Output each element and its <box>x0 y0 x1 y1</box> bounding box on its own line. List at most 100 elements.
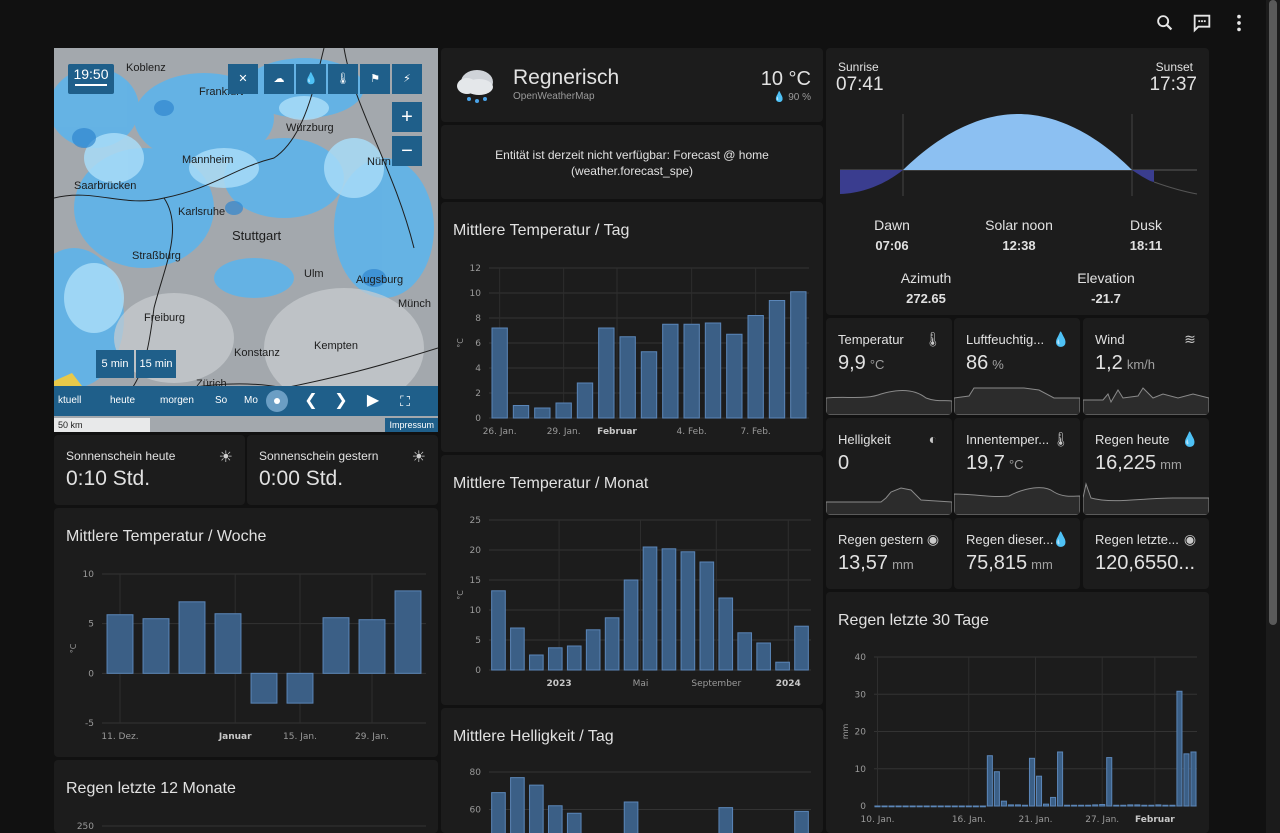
bar[interactable] <box>142 618 170 674</box>
bar[interactable] <box>972 805 979 808</box>
sensor-tile[interactable]: Helligkeit ◐ 0 <box>826 418 952 515</box>
bar[interactable] <box>1057 751 1064 807</box>
scrollbar[interactable] <box>1266 0 1280 833</box>
bar[interactable] <box>1106 757 1113 807</box>
bar[interactable] <box>1021 804 1028 807</box>
bar[interactable] <box>874 805 881 808</box>
bar[interactable] <box>888 805 895 808</box>
bar[interactable] <box>214 613 242 674</box>
bar[interactable] <box>1169 804 1176 807</box>
bar[interactable] <box>704 322 722 419</box>
bar[interactable] <box>566 812 582 833</box>
bar[interactable] <box>642 546 658 671</box>
bar[interactable] <box>1120 804 1127 807</box>
bar[interactable] <box>909 805 916 808</box>
sensor-tile[interactable]: Regen heute 💧 16,225 mm <box>1083 418 1209 515</box>
bar[interactable] <box>491 327 508 419</box>
bar[interactable] <box>576 382 594 419</box>
bar[interactable] <box>178 601 206 674</box>
bar[interactable] <box>106 614 134 674</box>
scrollbar-thumb[interactable] <box>1269 0 1277 625</box>
bar[interactable] <box>566 645 582 671</box>
bar[interactable] <box>775 661 790 671</box>
bar[interactable] <box>491 792 506 833</box>
weather-card[interactable]: Regnerisch OpenWeatherMap 10 °C 💧 90 % <box>441 48 823 122</box>
bar[interactable] <box>979 805 986 808</box>
interval-5min-button[interactable]: 5 min <box>96 350 134 378</box>
bar[interactable] <box>510 627 525 671</box>
bar[interactable] <box>1176 690 1183 807</box>
bar[interactable] <box>747 315 764 419</box>
bar[interactable] <box>916 805 923 808</box>
timeline-item[interactable]: So <box>215 395 228 406</box>
bar[interactable] <box>718 807 734 833</box>
bar[interactable] <box>1092 804 1099 807</box>
bar[interactable] <box>1064 804 1071 807</box>
bar[interactable] <box>1007 804 1014 807</box>
temperature-layer-icon[interactable]: 🌡 <box>328 64 358 94</box>
sensor-tile[interactable]: Temperatur 🌡 9,9 °C <box>826 318 952 415</box>
bar[interactable] <box>881 805 888 808</box>
bar[interactable] <box>1071 804 1078 807</box>
radar-map[interactable]: Koblenz Frankfurt Würzburg Mannheim Nürn Saar… <box>54 48 438 432</box>
bar[interactable] <box>1127 804 1134 807</box>
bar[interactable] <box>737 632 753 671</box>
bar[interactable] <box>555 402 572 419</box>
bar[interactable] <box>951 805 958 808</box>
sun-card[interactable]: Sunrise 07:41 Sunset 17:37 Dawn 07:06 So… <box>826 48 1209 315</box>
bar[interactable] <box>958 805 965 808</box>
bar[interactable] <box>944 805 951 808</box>
bar[interactable] <box>902 805 909 808</box>
fullscreen-icon[interactable]: ⛶ <box>400 393 410 409</box>
bar[interactable] <box>768 300 786 419</box>
bar[interactable] <box>661 548 677 671</box>
sensor-tile[interactable]: Regen dieser... 💧 75,815 mm <box>954 518 1080 589</box>
bar[interactable] <box>726 333 743 419</box>
bar[interactable] <box>794 810 809 833</box>
sunshine-today-card[interactable]: Sonnenschein heute ☀ 0:10 Std. <box>54 435 245 505</box>
bar[interactable] <box>585 629 601 671</box>
next-icon[interactable]: ❯ <box>334 392 348 409</box>
previous-icon[interactable]: ❮ <box>304 392 318 409</box>
timeline-item[interactable]: heute <box>110 395 136 406</box>
bar[interactable] <box>993 771 1000 807</box>
bar[interactable] <box>683 323 700 419</box>
sensor-tile[interactable]: Luftfeuchtig... 💧 86% <box>954 318 1080 415</box>
sensor-tile[interactable]: Regen letzte... ◉ 120,6550... <box>1083 518 1209 589</box>
bar[interactable] <box>1134 804 1141 807</box>
bar[interactable] <box>923 805 930 808</box>
lightning-layer-icon[interactable]: ⚡ <box>392 64 422 94</box>
more-vert-icon[interactable] <box>1228 12 1250 34</box>
timeline-item[interactable]: Mo <box>244 395 258 406</box>
bar[interactable] <box>1141 804 1148 807</box>
bar[interactable] <box>1155 804 1162 807</box>
bar[interactable] <box>895 805 902 808</box>
bar[interactable] <box>619 336 636 419</box>
sunshine-yesterday-card[interactable]: Sonnenschein gestern ☀ 0:00 Std. <box>247 435 438 505</box>
interval-15min-button[interactable]: 15 min <box>136 350 176 378</box>
bar[interactable] <box>512 405 530 419</box>
bar[interactable] <box>1043 803 1050 807</box>
bar[interactable] <box>930 805 937 808</box>
bar[interactable] <box>286 672 314 704</box>
bar[interactable] <box>986 755 993 807</box>
bar[interactable] <box>529 654 544 671</box>
bar[interactable] <box>1190 751 1197 807</box>
bar[interactable] <box>1085 804 1092 807</box>
bar[interactable] <box>250 672 278 704</box>
bar[interactable] <box>1113 804 1120 807</box>
bar[interactable] <box>529 784 544 833</box>
bar[interactable] <box>358 619 386 674</box>
timeline-item[interactable]: ktuell <box>58 395 82 406</box>
bar[interactable] <box>937 805 944 808</box>
impressum-link[interactable]: Impressum <box>385 418 438 432</box>
bar[interactable] <box>756 642 771 671</box>
bar[interactable] <box>1162 804 1169 807</box>
bar[interactable] <box>640 351 658 419</box>
bar[interactable] <box>1099 804 1106 807</box>
bar[interactable] <box>1183 753 1190 807</box>
bar[interactable] <box>662 323 679 419</box>
bar[interactable] <box>491 590 506 671</box>
sensor-tile[interactable]: Regen gestern ◉ 13,57 mm <box>826 518 952 589</box>
rain-layer-icon[interactable]: 💧 <box>296 64 326 94</box>
